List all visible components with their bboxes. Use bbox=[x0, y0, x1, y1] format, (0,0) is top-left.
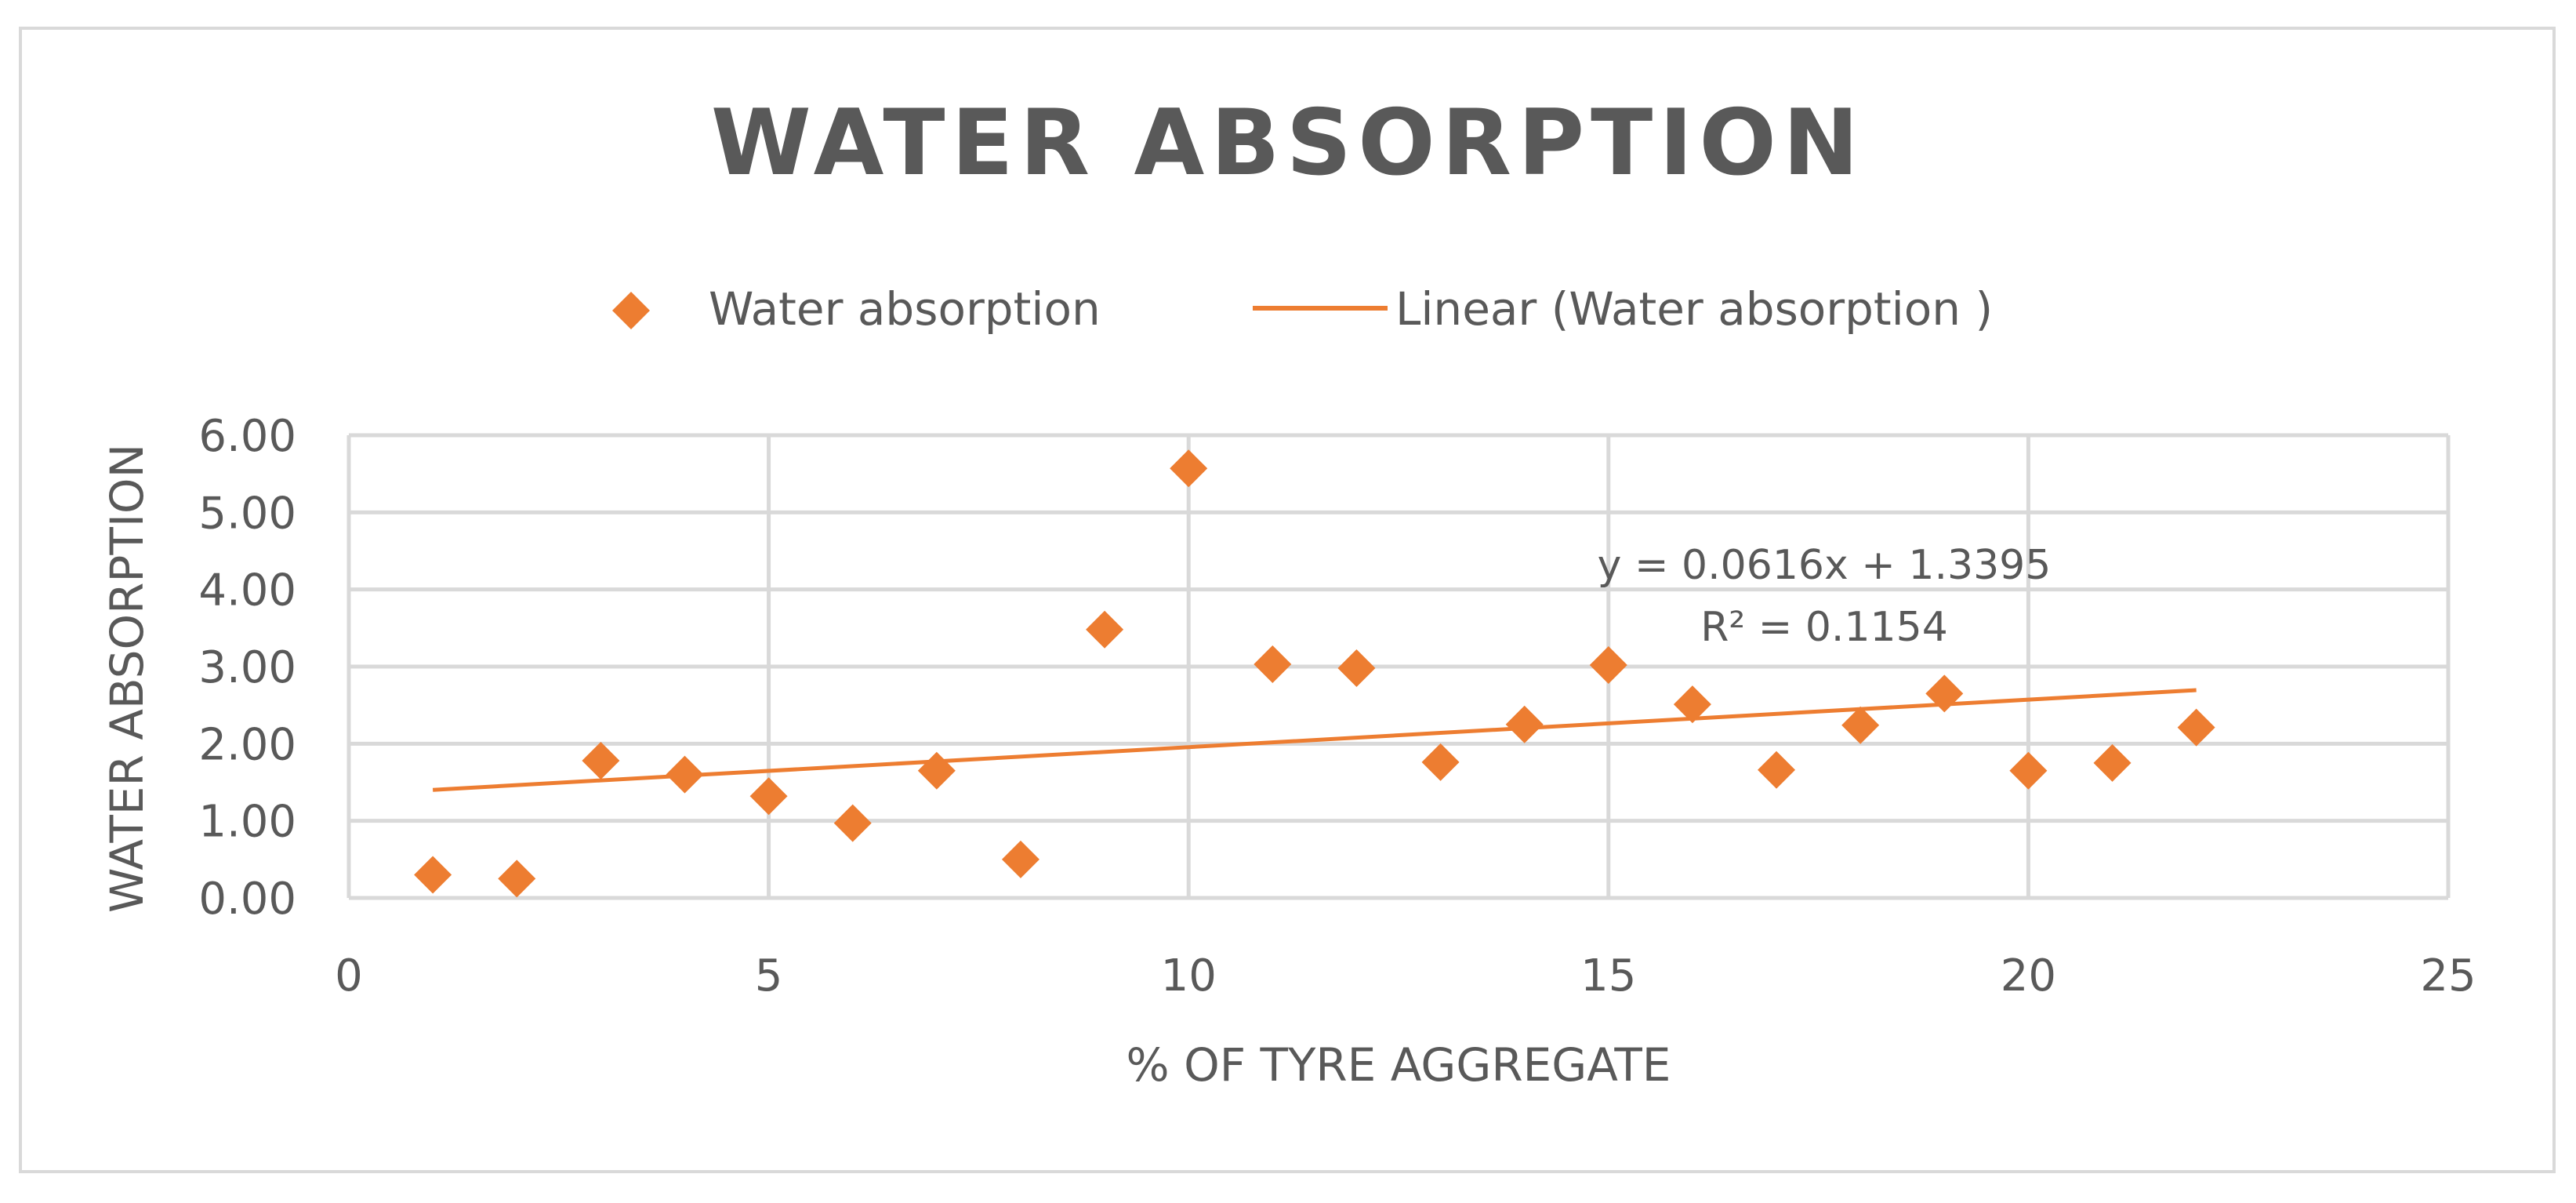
data-point-8 bbox=[1001, 840, 1039, 878]
x-axis-tick-labels: 0 5 10 15 20 25 bbox=[335, 950, 2476, 1001]
legend-label-water-absorption: Water absorption bbox=[709, 282, 1101, 336]
chart-title: WATER ABSORPTION bbox=[711, 90, 1865, 196]
data-point-19 bbox=[1925, 674, 1964, 713]
data-point-7 bbox=[917, 751, 956, 790]
data-point-21 bbox=[2093, 743, 2132, 782]
x-tick-label: 20 bbox=[2001, 950, 2056, 1001]
x-tick-label: 25 bbox=[2420, 950, 2476, 1001]
y-tick-label: 1.00 bbox=[198, 797, 296, 848]
y-tick-label: 3.00 bbox=[198, 642, 296, 693]
y-tick-label: 2.00 bbox=[198, 719, 296, 770]
data-point-9 bbox=[1086, 610, 1124, 649]
x-axis-title: % OF TYRE AGGREGATE bbox=[1127, 1038, 1671, 1092]
y-tick-label: 0.00 bbox=[198, 874, 296, 925]
data-point-10 bbox=[1170, 449, 1208, 488]
data-point-13 bbox=[1421, 743, 1460, 781]
y-tick-label: 5.00 bbox=[198, 488, 296, 539]
legend: Water absorption Linear (Water absorptio… bbox=[612, 282, 1993, 336]
data-point-12 bbox=[1337, 649, 1376, 687]
chart-frame bbox=[19, 27, 2556, 1173]
data-point-14 bbox=[1505, 705, 1544, 743]
data-point-20 bbox=[2009, 751, 2048, 790]
trendline bbox=[432, 688, 2197, 792]
y-tick-label: 6.00 bbox=[198, 411, 296, 462]
data-point-5 bbox=[749, 777, 788, 816]
vertical-gridlines bbox=[346, 435, 2451, 898]
x-tick-label: 15 bbox=[1580, 950, 1636, 1001]
x-tick-label: 5 bbox=[755, 950, 783, 1001]
trendline-equation: y = 0.0616x + 1.3395 bbox=[1598, 542, 2052, 589]
data-points bbox=[414, 449, 2215, 898]
data-point-3 bbox=[582, 741, 620, 780]
x-tick-label: 10 bbox=[1161, 950, 1217, 1001]
legend-label-trendline: Linear (Water absorption ) bbox=[1395, 282, 1993, 336]
data-point-22 bbox=[2177, 708, 2215, 747]
data-point-2 bbox=[498, 860, 536, 898]
trendline-r-squared: R² = 0.1154 bbox=[1700, 604, 1948, 651]
data-point-6 bbox=[833, 804, 872, 842]
data-point-4 bbox=[666, 755, 704, 794]
legend-marker-water-absorption bbox=[612, 292, 650, 329]
y-axis-title: WATER ABSORPTION bbox=[100, 444, 154, 913]
y-tick-label: 4.00 bbox=[198, 565, 296, 616]
data-point-1 bbox=[414, 856, 452, 894]
y-axis-tick-labels: 0.00 1.00 2.00 3.00 4.00 5.00 6.00 bbox=[198, 411, 296, 925]
data-point-15 bbox=[1589, 646, 1627, 685]
horizontal-gridlines bbox=[349, 433, 2448, 900]
data-point-17 bbox=[1758, 751, 1796, 789]
data-point-11 bbox=[1254, 645, 1292, 684]
x-tick-label: 0 bbox=[335, 950, 363, 1001]
data-point-16 bbox=[1673, 685, 1711, 724]
data-point-18 bbox=[1841, 706, 1880, 744]
